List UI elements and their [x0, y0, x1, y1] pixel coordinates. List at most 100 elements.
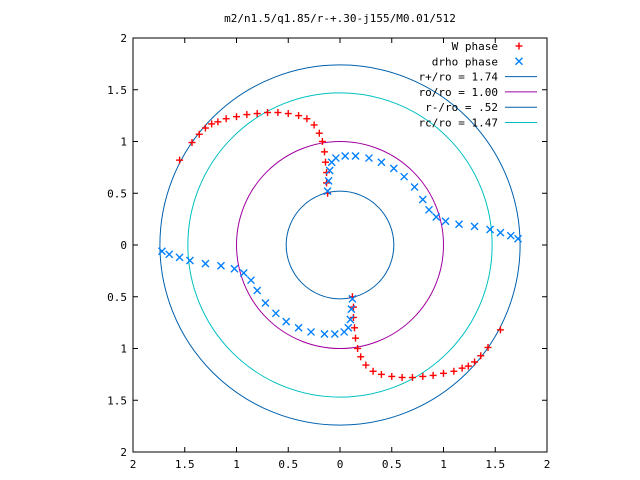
legend-label-5: rc/ro = 1.47	[419, 117, 498, 130]
series-0-point-31	[429, 371, 437, 379]
marker-d2	[455, 220, 464, 229]
circle-0	[159, 64, 521, 426]
marker-d2	[246, 276, 255, 285]
series-1-point-34	[253, 286, 262, 295]
series-0-point-24	[484, 343, 492, 351]
legend-sample-0	[515, 42, 523, 50]
series-1-point-28	[320, 330, 329, 339]
series-0-point-20	[323, 169, 331, 177]
series-1-point-10	[400, 172, 409, 181]
series-0-point-34	[398, 373, 406, 381]
series-1-point-41	[175, 253, 184, 262]
marker-d2	[201, 259, 210, 268]
series-0-point-25	[477, 352, 485, 360]
ytick-label-6: 1	[120, 343, 127, 356]
marker-d2	[330, 330, 339, 339]
series-0-point-32	[419, 372, 427, 380]
legend-label-1: drho phase	[432, 55, 498, 68]
series-0-point-18	[320, 148, 328, 156]
ytick-label-3: 0.5	[107, 187, 127, 200]
marker-d2	[418, 195, 427, 204]
circle-3	[187, 92, 493, 398]
marker-d2	[324, 176, 333, 185]
series-1-point-35	[246, 276, 255, 285]
marker-d2	[364, 154, 373, 163]
series-1-point-9	[389, 164, 398, 173]
ytick-label-2: 1	[120, 136, 127, 149]
series-1-point-38	[216, 261, 225, 270]
series-1-point-1	[324, 176, 333, 185]
xtick-label-0: 2	[130, 458, 137, 471]
marker-d2	[506, 231, 515, 240]
series-1-point-27	[330, 330, 339, 339]
marker-d2	[323, 187, 332, 196]
series-1-point-15	[441, 217, 450, 226]
series-0-point-11	[274, 109, 282, 117]
marker-d2	[175, 253, 184, 262]
marker-d2	[351, 151, 360, 160]
marker-d2	[216, 261, 225, 270]
series-1-point-42	[165, 250, 174, 259]
marker-d2	[347, 305, 356, 314]
xtick-label-5: 0.5	[382, 458, 402, 471]
xtick-label-4: 0	[337, 458, 344, 471]
marker-d2	[230, 264, 239, 273]
series-0-point-5	[214, 118, 222, 126]
legend-label-4: r-/ro = .52	[425, 101, 498, 114]
series-1-point-12	[418, 195, 427, 204]
series-1-point-8	[377, 158, 386, 167]
series-0-point-37	[369, 367, 377, 375]
marker-d2	[425, 205, 434, 214]
series-0-point-13	[295, 112, 303, 120]
series-0-point-12	[284, 110, 292, 118]
marker-d2	[320, 330, 329, 339]
series-0-point-35	[388, 372, 396, 380]
marker-d2	[185, 256, 194, 265]
xtick-label-6: 1	[440, 458, 447, 471]
marker-d2	[325, 166, 334, 175]
xtick-label-2: 1	[233, 458, 240, 471]
marker-d2	[377, 158, 386, 167]
series-1-point-31	[282, 317, 291, 326]
marker-d2	[389, 164, 398, 173]
series-layer	[157, 109, 523, 381]
series-0-point-29	[450, 367, 458, 375]
series-1-point-33	[261, 298, 270, 307]
series-0-point-30	[440, 369, 447, 377]
series-0-point-2	[195, 130, 203, 138]
series-1-point-43	[157, 247, 166, 256]
series-0-point-19	[322, 158, 330, 166]
series-1-point-26	[340, 327, 349, 336]
marker-d2	[410, 183, 419, 192]
ticks-layer: 2 1.5 1 0.5 0 0.5 1 1.5 221.510.500.511.52	[107, 32, 550, 471]
series-0-point-10	[264, 109, 272, 117]
series-0-point-7	[233, 113, 240, 121]
circle-2	[285, 190, 395, 300]
series-1-point-11	[410, 183, 419, 192]
series-0-point-4	[208, 120, 216, 128]
series-0-point-23	[496, 326, 504, 334]
series-0-point-42	[350, 324, 358, 332]
plot-frame	[132, 37, 548, 453]
series-1-point-20	[506, 231, 515, 240]
series-1-point-29	[307, 327, 316, 336]
series-0-point-26	[471, 358, 479, 366]
series-0-point-39	[357, 353, 365, 361]
ytick-label-5: 0.5	[107, 291, 127, 304]
marker-d2	[496, 228, 505, 237]
marker-d2	[348, 294, 357, 303]
series-0-point-3	[201, 124, 209, 132]
series-0-point-36	[377, 370, 385, 378]
marker-d2	[271, 309, 280, 318]
marker-d2	[346, 315, 355, 324]
series-1-point-5	[341, 151, 350, 160]
circles-layer	[159, 64, 521, 426]
legend-label-0: W phase	[452, 40, 498, 53]
xtick-label-1: 1.5	[175, 458, 195, 471]
marker-d2	[253, 286, 262, 295]
xtick-label-7: 1.5	[485, 458, 505, 471]
marker-d2	[307, 327, 316, 336]
series-1-point-36	[239, 268, 248, 277]
series-1-point-24	[346, 315, 355, 324]
